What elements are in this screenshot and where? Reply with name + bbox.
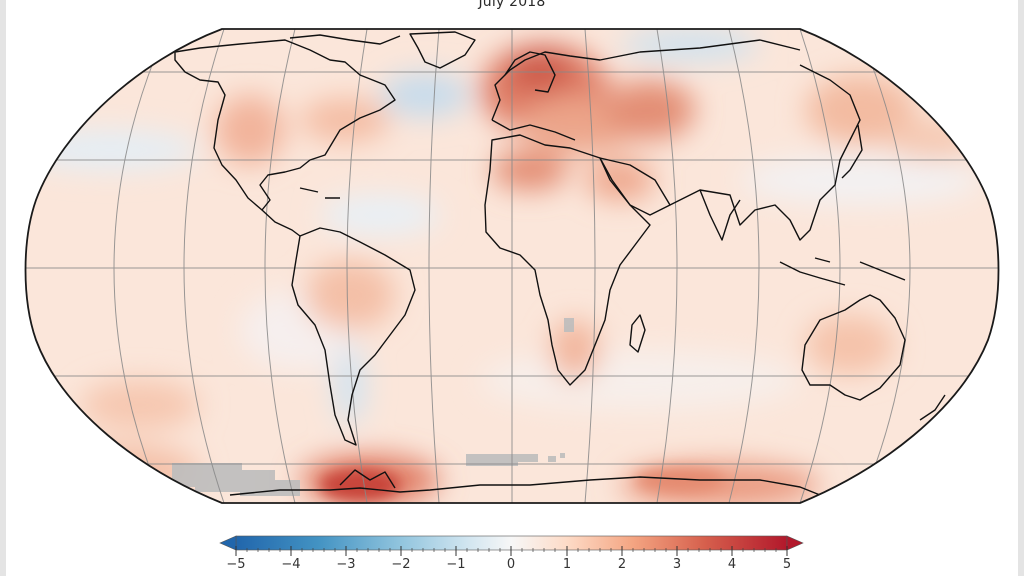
left-edge-strip [0,0,6,576]
colorbar-tick-label: −1 [446,557,466,572]
colorbar-extend-min [219,535,237,551]
right-edge-strip [1018,0,1024,576]
colorbar-tick-label: 2 [617,557,627,572]
missing-data-cells [172,318,574,496]
colorbar-tick-label: −3 [336,557,356,572]
chart-title: July 2018 [478,0,546,10]
colorbar-tick-label: 4 [727,557,737,572]
graticule [25,29,999,503]
colorbar-tick-label: −2 [391,557,411,572]
colorbar [219,535,804,556]
colorbar-tick-label: 1 [562,557,572,572]
coastlines [174,31,946,496]
colorbar-tick-label: 0 [506,557,516,572]
colorbar-tick-label: −5 [226,557,246,572]
colorbar-tick-label: 3 [672,557,682,572]
colorbar-extend-max [786,535,804,551]
map-frame [24,28,1000,504]
colorbar-tick-label: 5 [782,557,792,572]
colorbar-tick-label: −4 [281,557,301,572]
